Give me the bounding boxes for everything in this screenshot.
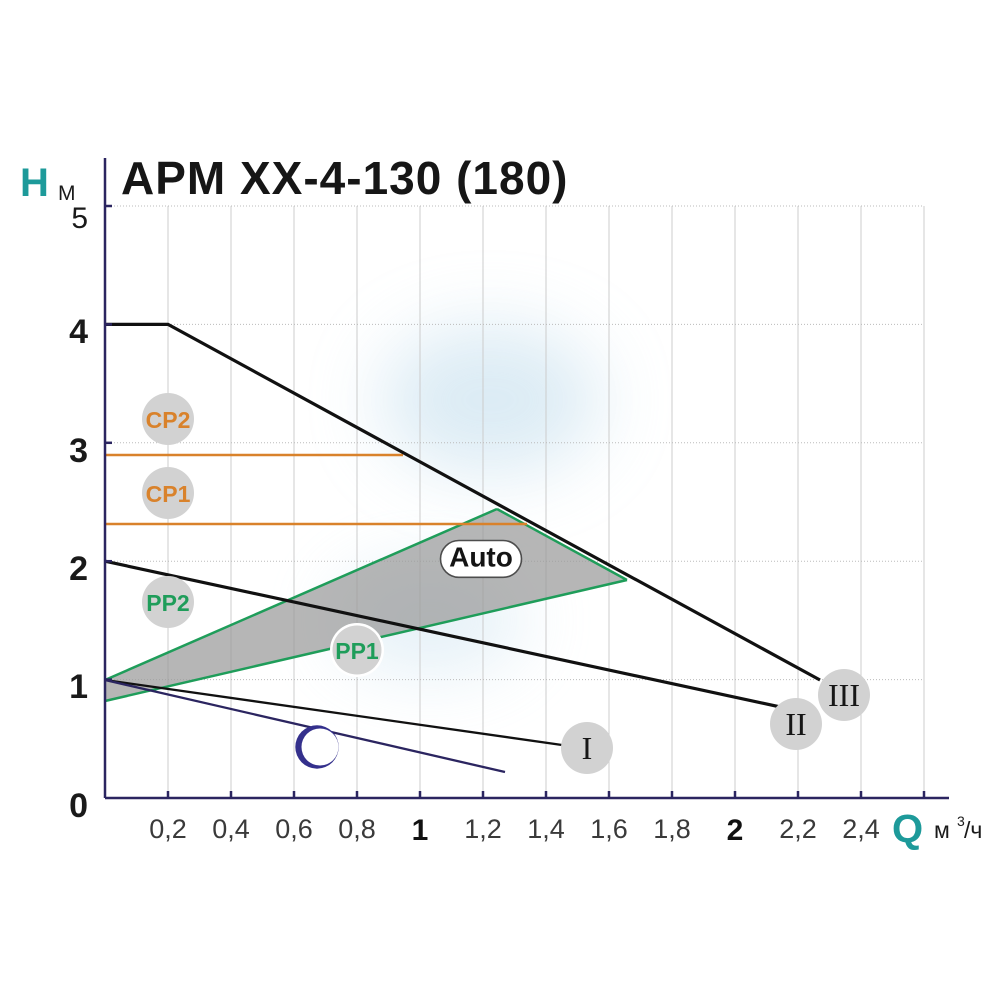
svg-text:PP2: PP2 — [146, 590, 189, 616]
svg-text:4: 4 — [69, 313, 88, 351]
svg-text:II: II — [785, 706, 806, 742]
svg-text:2: 2 — [727, 814, 744, 847]
svg-text:Q: Q — [892, 807, 923, 851]
svg-text:CP1: CP1 — [146, 481, 191, 507]
svg-text:H: H — [20, 161, 49, 205]
svg-text:Auto: Auto — [449, 542, 513, 573]
svg-text:2: 2 — [69, 550, 88, 588]
svg-text:III: III — [828, 677, 860, 713]
svg-text:1,4: 1,4 — [527, 814, 565, 844]
svg-text:PP1: PP1 — [335, 638, 379, 664]
svg-text:3: 3 — [69, 432, 88, 470]
svg-text:CP2: CP2 — [146, 407, 191, 433]
svg-text:APM XX-4-130 (180): APM XX-4-130 (180) — [121, 152, 569, 204]
svg-text:/ч: /ч — [964, 817, 982, 843]
svg-text:0,4: 0,4 — [212, 814, 250, 844]
svg-text:2,4: 2,4 — [842, 814, 880, 844]
svg-text:M: M — [58, 182, 76, 205]
svg-text:I: I — [582, 730, 593, 766]
svg-text:1: 1 — [412, 814, 429, 847]
svg-text:1,8: 1,8 — [653, 814, 691, 844]
svg-text:2,2: 2,2 — [779, 814, 817, 844]
svg-text:0,2: 0,2 — [149, 814, 187, 844]
svg-text:1,6: 1,6 — [590, 814, 628, 844]
svg-text:м: м — [934, 817, 950, 843]
svg-text:1,2: 1,2 — [464, 814, 502, 844]
svg-text:0: 0 — [69, 787, 88, 825]
svg-text:5: 5 — [71, 202, 88, 235]
svg-text:0,8: 0,8 — [338, 814, 376, 844]
svg-text:0,6: 0,6 — [275, 814, 313, 844]
svg-text:1: 1 — [69, 668, 88, 706]
